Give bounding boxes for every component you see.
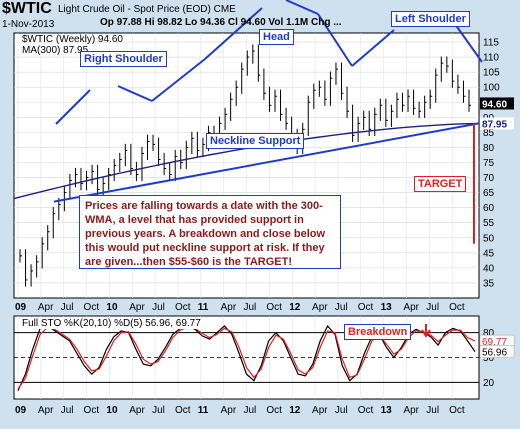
sto-y-tick: 50: [483, 353, 495, 364]
price-x-tick: Apr: [312, 302, 328, 313]
sto-x-tick: 11: [198, 405, 209, 416]
price-x-tick: 11: [198, 302, 209, 313]
right-shoulder-label: Right Shoulder: [80, 51, 167, 67]
price-y-tick: 50: [483, 233, 495, 244]
price-y-tick: 105: [483, 68, 500, 79]
quote-line: Op 97.88 Hi 98.82 Lo 94.36 Cl 94.60 Vol …: [100, 17, 342, 28]
price-y-tick: 80: [483, 143, 495, 154]
sto-y-tick: 20: [483, 378, 495, 389]
sto-tag-text: 69.77: [482, 337, 507, 348]
price-x-tick: Jul: [244, 302, 257, 313]
hs-pattern-line: [204, 7, 263, 60]
date-label: 1-Nov-2013: [2, 19, 55, 30]
sto-x-tick: Jul: [61, 405, 74, 416]
price-y-tick: 85: [483, 128, 495, 139]
sto-x-tick: Oct: [84, 405, 100, 416]
price-x-tick: Oct: [358, 302, 374, 313]
price-y-tick: 110: [483, 53, 499, 64]
sto-x-tick: Apr: [403, 405, 419, 416]
legend-sto-text: Full STO %K(20,10) %D(5) 56.96, 69.77: [22, 318, 201, 329]
legend-ma-text: MA(300) 87.95: [22, 45, 89, 56]
price-y-tick: 100: [483, 83, 500, 94]
price-x-tick: Apr: [403, 302, 419, 313]
hs-pattern-line: [285, 0, 319, 15]
hs-pattern-line: [351, 29, 395, 67]
price-x-tick: Oct: [175, 302, 191, 313]
sto-x-tick: Oct: [449, 405, 465, 416]
price-x-tick: Oct: [266, 302, 282, 313]
sto-x-tick: Apr: [38, 405, 54, 416]
hs-pattern-line: [151, 58, 206, 102]
price-x-tick: Jul: [152, 302, 165, 313]
hs-pattern-line: [55, 89, 91, 125]
price-x-tick: Jul: [426, 302, 439, 313]
ma-tag: [480, 117, 514, 130]
legend-price-text: $WTIC (Weekly) 94.60: [22, 34, 123, 45]
price-x-tick: 09: [15, 302, 27, 313]
note-box: Prices are falling towards a date with t…: [79, 195, 341, 269]
price-y-tick: 40: [483, 263, 495, 274]
price-y-tick: 45: [483, 248, 495, 259]
price-y-tick: 75: [483, 158, 495, 169]
sto-x-tick: 12: [289, 405, 301, 416]
sto-x-tick: Apr: [221, 405, 237, 416]
sto-x-tick: Oct: [175, 405, 191, 416]
sto-x-tick: Jul: [244, 405, 257, 416]
price-x-tick: Jul: [335, 302, 348, 313]
sto-x-tick: Jul: [152, 405, 165, 416]
instrument-name-text: Light Crude Oil - Spot Price (EOD): [58, 4, 211, 15]
price-y-tick: 55: [483, 218, 495, 229]
price-y-tick: 65: [483, 188, 495, 199]
sto-x-tick: Oct: [266, 405, 282, 416]
last-price-tag: [480, 97, 514, 110]
price-y-tick: 70: [483, 173, 495, 184]
price-y-tick: 115: [483, 38, 499, 49]
note-text: Prices are falling towards a date with t…: [85, 200, 326, 268]
price-x-tick: 13: [381, 302, 393, 313]
legend-sto: Full STO %K(20,10) %D(5) 56.96, 69.77: [22, 318, 201, 329]
price-x-tick: Oct: [449, 302, 465, 313]
sto-d-line: [17, 326, 476, 390]
price-x-tick: 12: [289, 302, 301, 313]
sto-x-tick: Jul: [335, 405, 348, 416]
breakdown-arrow: [421, 324, 431, 338]
sto-tag: [479, 345, 515, 358]
last-price-tag-text: 94.60: [482, 99, 507, 110]
hs-pattern-line: [317, 13, 353, 67]
sto-x-tick: Apr: [312, 405, 328, 416]
symbol-title: $WTIC: [2, 0, 52, 17]
sto-x-tick: 09: [15, 405, 27, 416]
price-x-tick: Oct: [84, 302, 100, 313]
price-x-tick: Jul: [61, 302, 74, 313]
sto-x-tick: Oct: [358, 405, 374, 416]
price-x-tick: Apr: [38, 302, 54, 313]
sto-x-tick: Jul: [426, 405, 439, 416]
breakdown-label: Breakdown: [344, 324, 412, 340]
sto-x-tick: Apr: [129, 405, 145, 416]
ma-tag-text: 87.95: [482, 119, 507, 130]
target-label: TARGET: [414, 176, 467, 192]
price-x-tick: Apr: [221, 302, 237, 313]
sto-y-tick: 80: [483, 328, 495, 339]
head-label: Head: [259, 29, 294, 45]
instrument-name: Light Crude Oil - Spot Price (EOD) CME: [58, 4, 236, 15]
legend-price: $WTIC (Weekly) 94.60: [22, 34, 123, 45]
neckline-label: Neckline Support: [206, 133, 305, 149]
hs-pattern-line: [454, 23, 483, 63]
sto-tag-text: 56.96: [482, 348, 507, 359]
neckline-line: [53, 122, 480, 203]
legend-ma: MA(300) 87.95: [22, 45, 88, 56]
price-x-tick: 10: [106, 302, 118, 313]
hs-pattern-line: [117, 85, 153, 102]
exchange-text: CME: [213, 4, 236, 15]
sto-x-tick: 13: [381, 405, 393, 416]
left-shoulder-label: Left Shoulder: [391, 11, 470, 27]
price-y-tick: 35: [483, 278, 495, 289]
price-x-tick: Apr: [129, 302, 145, 313]
sto-x-tick: 10: [106, 405, 118, 416]
price-y-tick: 60: [483, 203, 495, 214]
